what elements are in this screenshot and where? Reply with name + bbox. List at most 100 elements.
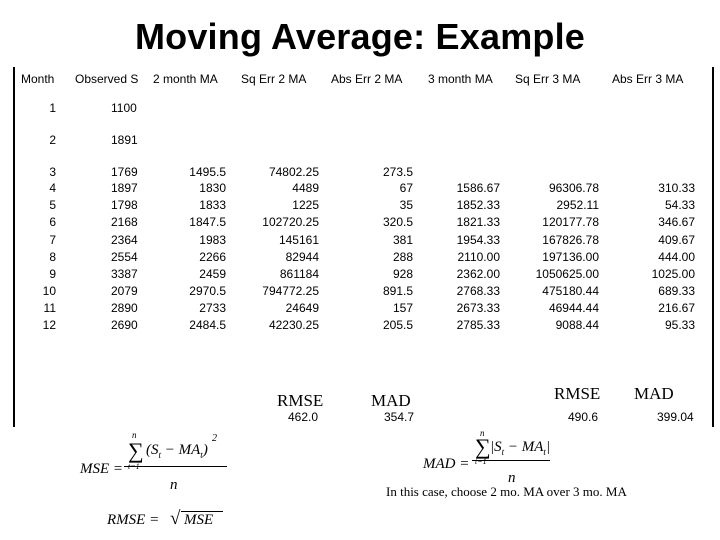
cell-obs: 2079 bbox=[111, 284, 138, 298]
cell-obs: 1897 bbox=[111, 181, 138, 195]
col-header-ma3: 3 month MA bbox=[428, 72, 493, 86]
mad-lhs: MAD = bbox=[423, 456, 470, 472]
cell-sq3: 1050625.00 bbox=[535, 267, 599, 281]
cell-abs2: 928 bbox=[392, 267, 413, 281]
cell-abs3: 689.33 bbox=[658, 284, 695, 298]
col-header-sq-err-3ma: Sq Err 3 MA bbox=[515, 72, 581, 86]
mse-denominator: n bbox=[170, 477, 178, 493]
cell-ma2: 2459 bbox=[199, 267, 226, 281]
cell-sq3: 46944.44 bbox=[548, 301, 599, 315]
cell-sq2: 102720.25 bbox=[262, 215, 319, 229]
cell-ma2: 1495.5 bbox=[189, 165, 226, 179]
rmse-label-3ma: RMSE bbox=[554, 384, 601, 403]
rmse-value-2ma: 462.0 bbox=[288, 410, 319, 424]
cell-obs: 1798 bbox=[111, 198, 138, 212]
conclusion-note: In this case, choose 2 mo. MA over 3 mo.… bbox=[386, 484, 627, 499]
cell-abs3: 346.67 bbox=[658, 215, 695, 229]
cell-abs2: 320.5 bbox=[382, 215, 413, 229]
cell-month: 4 bbox=[49, 181, 56, 195]
cell-month: 1 bbox=[49, 101, 56, 115]
cell-sq2: 4489 bbox=[292, 181, 319, 195]
col-header-abs-err-2ma: Abs Err 2 MA bbox=[331, 72, 403, 86]
cell-ma3: 2110.00 bbox=[457, 250, 501, 264]
cell-ma2: 2266 bbox=[199, 250, 226, 264]
cell-sq3: 475180.44 bbox=[542, 284, 599, 298]
rmse-value-3ma: 490.6 bbox=[568, 410, 599, 424]
cell-month: 5 bbox=[49, 198, 56, 212]
cell-obs: 2554 bbox=[111, 250, 138, 264]
cell-ma2: 1847.5 bbox=[189, 215, 226, 229]
cell-abs3: 1025.00 bbox=[651, 267, 695, 281]
cell-obs: 1100 bbox=[111, 101, 137, 115]
cell-obs: 2168 bbox=[111, 215, 138, 229]
cell-obs: 2690 bbox=[111, 318, 138, 332]
cell-ma2: 2484.5 bbox=[189, 318, 226, 332]
slide-title: Moving Average: Example bbox=[134, 16, 586, 57]
sqrt-bar bbox=[181, 511, 223, 512]
cell-month: 3 bbox=[49, 165, 56, 179]
cell-obs: 2364 bbox=[111, 233, 138, 247]
mad-denominator: n bbox=[508, 470, 516, 486]
mse-fraction-bar bbox=[124, 466, 227, 467]
cell-abs3: 54.33 bbox=[664, 198, 695, 212]
cell-ma2: 2970.5 bbox=[189, 284, 226, 298]
mad-sum-top: n bbox=[480, 428, 485, 438]
cell-sq3: 2952.11 bbox=[556, 198, 600, 212]
cell-ma2: 1830 bbox=[199, 181, 226, 195]
cell-ma3: 2673.33 bbox=[456, 301, 500, 315]
mad-sum-bottom: t=1 bbox=[475, 457, 487, 466]
cell-abs2: 288 bbox=[392, 250, 413, 264]
cell-sq2: 794772.25 bbox=[262, 284, 319, 298]
cell-abs2: 205.5 bbox=[382, 318, 413, 332]
table-frame bbox=[13, 67, 714, 427]
cell-month: 9 bbox=[49, 267, 56, 281]
cell-month: 6 bbox=[49, 215, 56, 229]
rmse-inner: MSE bbox=[184, 512, 214, 528]
cell-abs2: 35 bbox=[399, 198, 413, 212]
col-header-observed: Observed S bbox=[75, 72, 139, 86]
cell-ma3: 2785.33 bbox=[456, 318, 500, 332]
cell-month: 11 bbox=[43, 301, 56, 315]
cell-ma3: 1954.33 bbox=[456, 233, 500, 247]
cell-ma3: 2768.33 bbox=[456, 284, 500, 298]
cell-ma2: 2733 bbox=[199, 301, 226, 315]
cell-month: 2 bbox=[49, 133, 56, 147]
cell-sq2: 145161 bbox=[278, 233, 319, 247]
mad-value-2ma: 354.7 bbox=[384, 410, 415, 424]
cell-sq2: 24649 bbox=[285, 301, 319, 315]
cell-abs3: 444.00 bbox=[658, 250, 695, 264]
cell-ma2: 1983 bbox=[199, 233, 226, 247]
cell-month: 7 bbox=[49, 233, 56, 247]
mse-numerator: (St − MAt) bbox=[146, 442, 208, 460]
cell-obs: 1891 bbox=[111, 133, 138, 147]
mse-lhs: MSE = bbox=[80, 461, 124, 477]
cell-abs3: 95.33 bbox=[664, 318, 695, 332]
cell-ma3: 2362.00 bbox=[456, 267, 500, 281]
mse-exponent: 2 bbox=[212, 433, 217, 444]
cell-abs3: 216.67 bbox=[658, 301, 695, 315]
cell-sq2: 861184 bbox=[279, 267, 319, 281]
cell-abs2: 67 bbox=[399, 181, 413, 195]
cell-month: 10 bbox=[42, 284, 56, 298]
sqrt-icon: √ bbox=[170, 508, 181, 529]
cell-obs: 1769 bbox=[111, 165, 138, 179]
col-header-ma2: 2 month MA bbox=[153, 72, 218, 86]
cell-sq2: 82944 bbox=[285, 250, 319, 264]
mad-numerator: |St − MAt| bbox=[490, 439, 551, 457]
mad-fraction-bar bbox=[472, 460, 550, 461]
cell-ma2: 1833 bbox=[199, 198, 226, 212]
cell-ma3: 1586.67 bbox=[456, 181, 500, 195]
cell-abs2: 273.5 bbox=[382, 165, 413, 179]
cell-sq3: 9088.44 bbox=[555, 318, 599, 332]
cell-ma3: 1821.33 bbox=[456, 215, 500, 229]
cell-sq3: 167826.78 bbox=[542, 233, 599, 247]
cell-abs2: 891.5 bbox=[382, 284, 413, 298]
cell-sq3: 96306.78 bbox=[548, 181, 599, 195]
rmse-lhs: RMSE = bbox=[107, 512, 160, 528]
col-header-abs-err-3ma: Abs Err 3 MA bbox=[612, 72, 684, 86]
mad-sigma: ∑ bbox=[475, 434, 491, 459]
cell-obs: 3387 bbox=[111, 267, 138, 281]
cell-sq3: 120177.78 bbox=[542, 215, 599, 229]
cell-abs3: 310.33 bbox=[658, 181, 695, 195]
cell-abs2: 381 bbox=[392, 233, 413, 247]
